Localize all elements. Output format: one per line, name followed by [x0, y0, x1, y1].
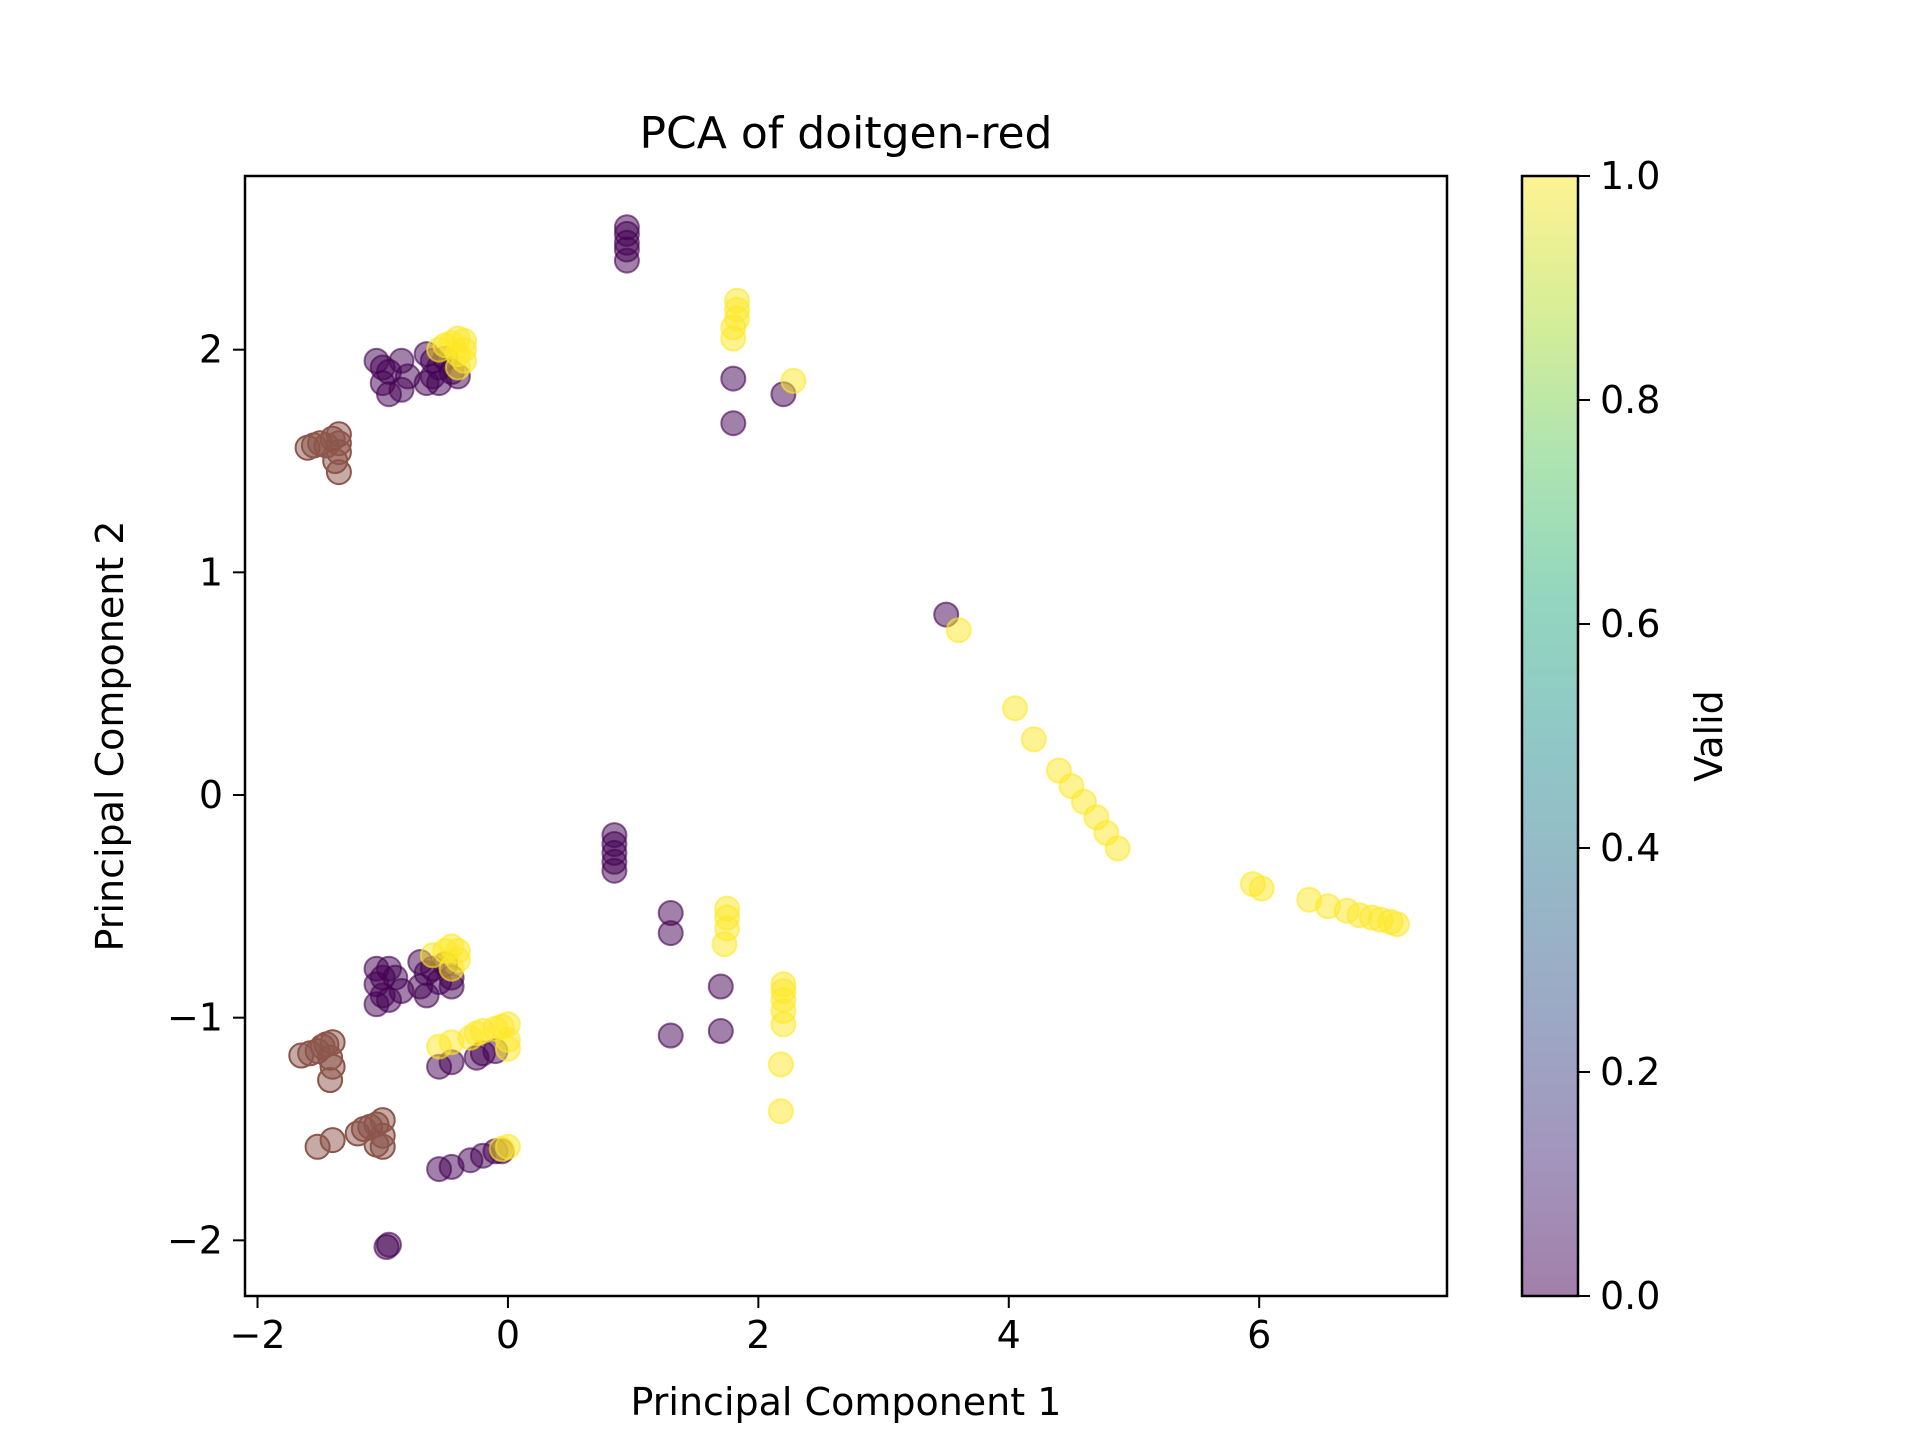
scatter-point-valid-0 [657, 1022, 684, 1049]
colorbar-ticks: 0.0 0.2 0.4 0.6 0.8 1.0 [1578, 154, 1660, 1318]
colorbar [1522, 176, 1578, 1296]
colorbar-frame [1520, 174, 1580, 1298]
scatter-point-valid-0 [413, 982, 440, 1009]
scatter-point-unlabeled [317, 1067, 344, 1093]
y-axis-ticks: −2 −1 0 1 2 [167, 328, 245, 1262]
data-points [288, 214, 1410, 1260]
x-axis-ticks: −2 0 2 4 6 [230, 1296, 1271, 1357]
x-tick-label: −2 [230, 1313, 286, 1357]
x-axis-label: Principal Component 1 [631, 1380, 1062, 1424]
colorbar-tick-label: 0.8 [1600, 378, 1660, 422]
scatter-point-valid-0 [388, 376, 415, 403]
scatter-point-valid-0 [707, 1018, 734, 1044]
scatter-point-unlabeled [369, 1133, 396, 1160]
scatter-point-valid-1 [1248, 875, 1275, 902]
colorbar-tick-label: 0.0 [1600, 1274, 1660, 1318]
scatter-point-unlabeled [319, 1127, 346, 1154]
colorbar-label: Valid [1687, 690, 1731, 782]
y-axis-label: Principal Component 2 [88, 521, 132, 952]
scatter-point-valid-1 [1020, 726, 1047, 753]
scatter-point-valid-0 [720, 365, 747, 392]
scatter-point-valid-1 [494, 1035, 521, 1062]
scatter-point-valid-0 [373, 1234, 400, 1260]
plot-area-frame [243, 174, 1449, 1298]
scatter-point-valid-1 [767, 1098, 794, 1125]
scatter-point-valid-0 [601, 857, 628, 884]
colorbar-tick-label: 0.2 [1600, 1050, 1660, 1094]
scatter-point-valid-1 [444, 354, 471, 381]
x-tick-label: 2 [746, 1313, 770, 1357]
scatter-point-valid-1 [767, 1051, 794, 1078]
y-tick-label: −1 [167, 996, 223, 1040]
scatter-point-valid-1 [711, 931, 738, 958]
scatter-point-valid-1 [494, 1133, 521, 1160]
scatter-point-valid-0 [657, 920, 684, 947]
scatter-point-valid-1 [1002, 695, 1028, 722]
y-tick-label: −2 [167, 1218, 223, 1262]
scatter-point-valid-1 [1383, 911, 1410, 938]
scatter-point-unlabeled [325, 459, 352, 486]
scatter-point-valid-1 [720, 325, 747, 352]
scatter-point-valid-0 [720, 410, 747, 437]
x-tick-label: 4 [997, 1313, 1021, 1357]
x-tick-label: 6 [1247, 1313, 1271, 1357]
scatter-point-valid-1 [780, 367, 807, 394]
colorbar-tick-label: 1.0 [1600, 154, 1660, 198]
scatter-point-valid-1 [438, 955, 465, 982]
y-tick-label: 1 [199, 550, 223, 594]
colorbar-tick-label: 0.6 [1600, 602, 1660, 646]
scatter-point-valid-1 [770, 1011, 797, 1038]
scatter-point-valid-0 [413, 370, 440, 397]
y-tick-label: 0 [199, 773, 223, 817]
scatter-point-valid-1 [1104, 835, 1131, 862]
scatter-point-valid-0 [707, 973, 734, 1000]
scatter-point-valid-0 [613, 247, 640, 274]
chart-title: PCA of doitgen-red [640, 108, 1053, 159]
y-tick-label: 2 [199, 328, 223, 372]
colorbar-tick-label: 0.4 [1600, 826, 1660, 870]
scatter-point-valid-1 [945, 617, 972, 644]
x-tick-label: 0 [496, 1313, 520, 1357]
